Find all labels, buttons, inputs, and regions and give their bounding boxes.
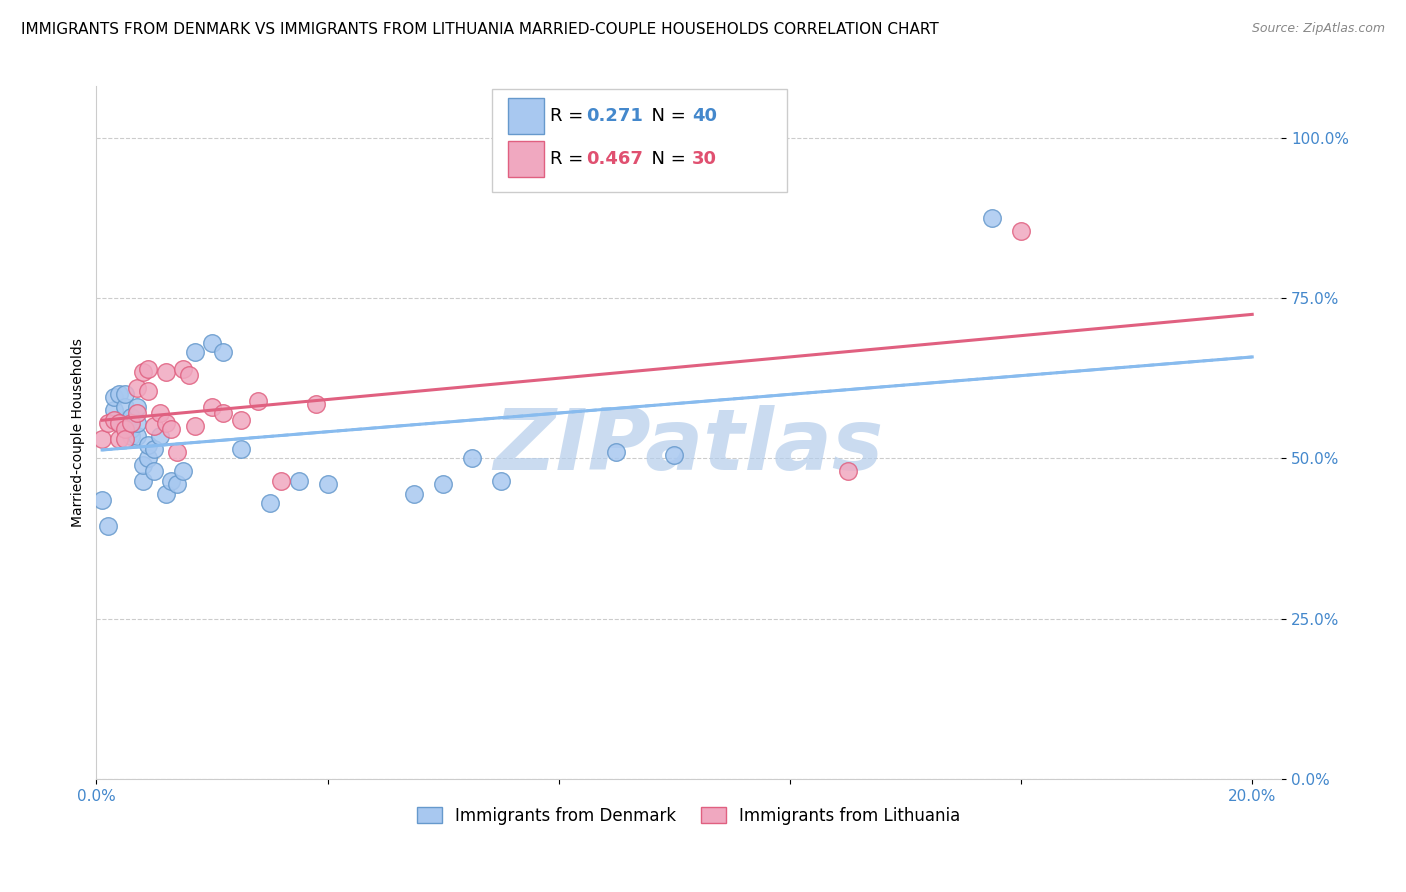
Point bbox=[125, 400, 148, 414]
Point bbox=[212, 345, 235, 359]
Point bbox=[605, 445, 627, 459]
Point bbox=[108, 416, 131, 430]
Point bbox=[91, 493, 114, 508]
Point bbox=[120, 409, 142, 424]
Text: 40: 40 bbox=[692, 107, 717, 125]
Point bbox=[97, 518, 120, 533]
Text: 0.271: 0.271 bbox=[586, 107, 643, 125]
Point bbox=[287, 474, 309, 488]
Point bbox=[270, 474, 292, 488]
Point bbox=[316, 477, 339, 491]
Point bbox=[404, 486, 426, 500]
Point bbox=[91, 432, 114, 446]
Point bbox=[108, 416, 131, 430]
Point bbox=[160, 422, 183, 436]
Text: ZIPatlas: ZIPatlas bbox=[494, 405, 884, 488]
Point bbox=[1010, 224, 1032, 238]
Point bbox=[114, 422, 136, 436]
Point bbox=[259, 496, 281, 510]
Point bbox=[138, 438, 160, 452]
Point bbox=[125, 416, 148, 430]
Point bbox=[837, 464, 859, 478]
Y-axis label: Married-couple Households: Married-couple Households bbox=[72, 338, 86, 527]
Point bbox=[125, 381, 148, 395]
Point bbox=[461, 451, 484, 466]
Point bbox=[120, 422, 142, 436]
Point bbox=[166, 445, 188, 459]
Text: 30: 30 bbox=[692, 150, 717, 168]
Point bbox=[97, 416, 120, 430]
Point bbox=[143, 442, 166, 456]
Point bbox=[432, 477, 454, 491]
Point bbox=[131, 365, 153, 379]
Point bbox=[114, 400, 136, 414]
Point bbox=[664, 448, 686, 462]
Point bbox=[131, 474, 153, 488]
Point bbox=[138, 451, 160, 466]
Text: Source: ZipAtlas.com: Source: ZipAtlas.com bbox=[1251, 22, 1385, 36]
Point bbox=[166, 477, 188, 491]
Point bbox=[229, 442, 252, 456]
Point bbox=[155, 365, 177, 379]
Point bbox=[138, 361, 160, 376]
Legend: Immigrants from Denmark, Immigrants from Lithuania: Immigrants from Denmark, Immigrants from… bbox=[408, 798, 969, 833]
Point bbox=[138, 384, 160, 398]
Point bbox=[247, 393, 270, 408]
Point bbox=[120, 429, 142, 443]
Point bbox=[120, 416, 142, 430]
Point bbox=[183, 419, 205, 434]
Point bbox=[143, 419, 166, 434]
Point bbox=[172, 464, 194, 478]
Point bbox=[229, 413, 252, 427]
Point bbox=[108, 387, 131, 401]
Text: N =: N = bbox=[640, 107, 692, 125]
Point bbox=[114, 387, 136, 401]
Text: N =: N = bbox=[640, 150, 692, 168]
Point bbox=[201, 400, 224, 414]
Point bbox=[177, 368, 200, 382]
Point bbox=[155, 416, 177, 430]
Point bbox=[103, 403, 125, 417]
Point bbox=[125, 429, 148, 443]
Point bbox=[103, 390, 125, 404]
Point bbox=[981, 211, 1004, 225]
Point bbox=[103, 413, 125, 427]
Point bbox=[489, 474, 512, 488]
Point bbox=[125, 406, 148, 420]
Point bbox=[149, 406, 172, 420]
Point bbox=[114, 416, 136, 430]
Point bbox=[305, 397, 328, 411]
Point bbox=[201, 335, 224, 350]
Point bbox=[108, 432, 131, 446]
Text: IMMIGRANTS FROM DENMARK VS IMMIGRANTS FROM LITHUANIA MARRIED-COUPLE HOUSEHOLDS C: IMMIGRANTS FROM DENMARK VS IMMIGRANTS FR… bbox=[21, 22, 939, 37]
Point bbox=[149, 429, 172, 443]
Text: R =: R = bbox=[550, 150, 589, 168]
Point bbox=[114, 432, 136, 446]
Text: 0.467: 0.467 bbox=[586, 150, 643, 168]
Text: R =: R = bbox=[550, 107, 589, 125]
Point bbox=[172, 361, 194, 376]
Point bbox=[143, 464, 166, 478]
Point bbox=[155, 486, 177, 500]
Point bbox=[160, 474, 183, 488]
Point bbox=[212, 406, 235, 420]
Point bbox=[183, 345, 205, 359]
Point bbox=[131, 458, 153, 472]
